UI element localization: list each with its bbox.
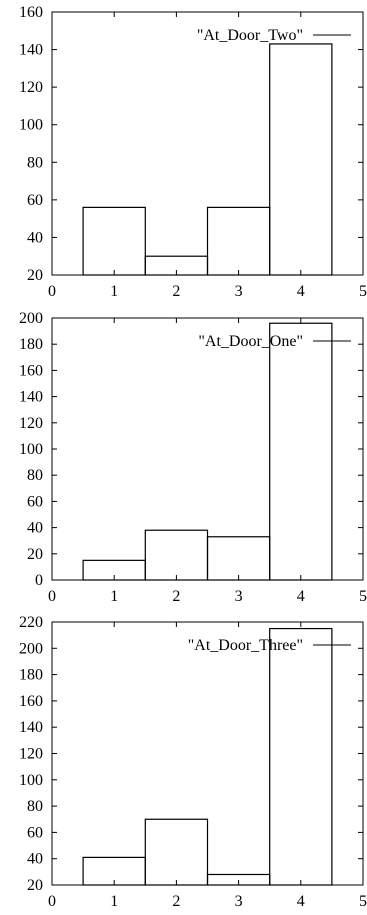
y-tick-label: 40 [27,229,43,246]
x-tick-label: 1 [110,588,118,605]
bar-3 [206,536,271,581]
y-tick-label: 80 [27,798,43,815]
x-tick-label: 2 [172,893,180,910]
y-tick-label: 160 [19,362,43,379]
y-tick-label: 60 [27,824,43,841]
y-tick-label: 0 [35,572,43,589]
y-tick-label: 200 [19,310,43,327]
y-tick-label: 20 [27,546,43,563]
bar-3 [206,206,271,276]
y-tick-label: 160 [19,4,43,21]
chart-panel-at-door-one: 0 20 40 60 80 100 120 140 160 180 200 0 1 2 3 4 5 "At_Doo… [19,310,367,605]
legend-label: "At_Door_Two" [197,27,303,44]
chart-panel-at-door-two: 20 40 60 80 100 120 140 160 0 1 2 3 4 5 "At_Door_Two" [19,4,367,300]
y-tick-label: 120 [19,746,43,763]
y-tick-label: 140 [19,389,43,406]
y-tick-label: 40 [27,520,43,537]
y-tick-label: 180 [19,336,43,353]
y-tick-label: 120 [19,79,43,96]
x-tick-label: 0 [48,893,56,910]
x-tick-label: 0 [48,283,56,300]
y-tick-label: 40 [27,851,43,868]
y-tick-label: 20 [27,877,43,894]
y-tick-label: 220 [19,614,43,631]
bar-4 [269,43,333,276]
y-tick-label: 20 [27,267,43,284]
x-tick-label: 3 [235,893,243,910]
bar-2 [144,529,209,581]
x-tick-label: 4 [297,588,305,605]
x-tick-label: 1 [110,893,118,910]
y-tick-label: 140 [19,719,43,736]
x-tick-label: 3 [235,588,243,605]
x-tick-label: 4 [297,893,305,910]
bar-1 [82,206,146,276]
x-tick-label: 4 [297,283,305,300]
x-tick-label: 1 [110,283,118,300]
y-tick-label: 60 [27,192,43,209]
chart-panel-at-door-three: 20 40 60 80 100 120 140 160 180 200 220 0 1 2 3 4 5 "At_D… [19,614,367,910]
x-tick-label: 5 [359,588,367,605]
bar-4 [269,322,333,581]
y-tick-label: 60 [27,493,43,510]
y-tick-label: 140 [19,42,43,59]
bar-2 [144,818,209,886]
legend-label: "At_Door_One" [198,333,303,350]
bar-4 [269,627,333,886]
x-tick-label: 5 [359,283,367,300]
y-tick-label: 180 [19,667,43,684]
y-tick-label: 100 [19,772,43,789]
y-tick-label: 100 [19,441,43,458]
y-tick-label: 160 [19,693,43,710]
legend-label: "At_Door_Three" [188,637,303,654]
y-tick-label: 100 [19,117,43,134]
y-tick-label: 200 [19,640,43,657]
x-tick-label: 3 [235,283,243,300]
x-tick-label: 0 [48,588,56,605]
x-tick-label: 2 [172,588,180,605]
x-tick-label: 5 [359,893,367,910]
y-tick-label: 80 [27,154,43,171]
y-tick-label: 80 [27,467,43,484]
y-tick-label: 120 [19,415,43,432]
x-tick-label: 2 [172,283,180,300]
